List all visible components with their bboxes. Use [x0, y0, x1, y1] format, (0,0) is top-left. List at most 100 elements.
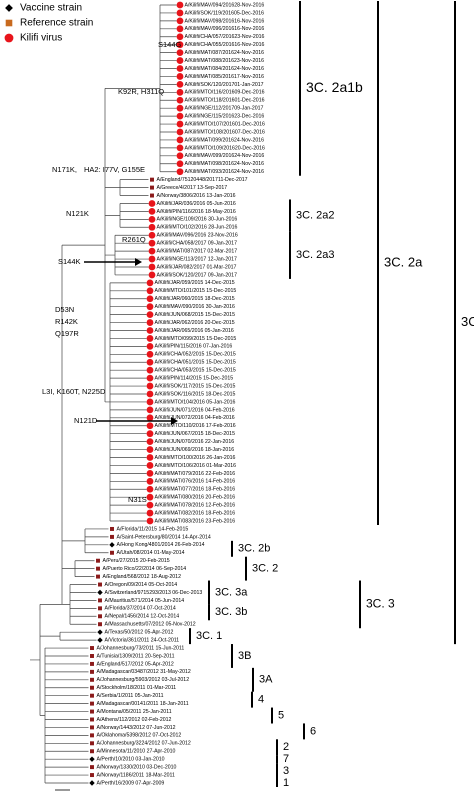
leaf-label: A/Norway/1443/2012 07-Jun-2012 — [97, 725, 176, 731]
leaf-label: A/Kilifi/JUN/069/2016 18-Jan-2016 — [155, 447, 235, 453]
leaf-label: A/Kilifi/NGE/113/2017 12-Jan-2017 — [157, 256, 237, 262]
reference-marker — [90, 669, 94, 674]
kilifi-marker — [146, 382, 154, 390]
kilifi-marker — [146, 422, 154, 430]
reference-marker — [150, 177, 154, 182]
reference-marker — [90, 661, 94, 666]
reference-marker — [90, 693, 94, 698]
kilifi-marker — [176, 9, 184, 17]
clade-label: 3C. 2a2 — [296, 209, 335, 221]
legend-label: Kilifi virus — [20, 33, 62, 44]
arrow-head — [135, 258, 142, 266]
leaf-label: A/Kilifi/SOK/120/2017 09-Jan-2017 — [157, 272, 238, 278]
clade-label: 3C. 2a1b — [306, 79, 363, 95]
kilifi-marker — [176, 112, 184, 120]
reference-marker — [90, 765, 94, 770]
leaf-label: A/Athens/112/2012 02-Feb-2012 — [97, 717, 172, 723]
clade-label: 6 — [310, 725, 316, 737]
leaf-label: A/Perth/16/2009 07-Apr-2009 — [97, 780, 165, 786]
leaf-label: A/Texas/50/2012 05-Apr-2012 — [105, 630, 174, 636]
leaf-label: A/Johannesburg/5903/2012 03-Jul-2012 — [97, 677, 190, 683]
reference-marker — [98, 582, 102, 587]
mutation-label: N31S — [128, 495, 147, 504]
reference-marker — [5, 19, 13, 27]
kilifi-marker — [146, 335, 154, 342]
kilifi-marker — [146, 438, 154, 446]
leaf-label: A/Kilifi/MTO/118/201601-Dec-2016 — [185, 98, 265, 104]
kilifi-marker — [176, 144, 184, 152]
leaf-label: A/Kilifi/SOK/117/2015 15-Dec-2015 — [155, 383, 236, 389]
kilifi-marker — [176, 25, 184, 33]
kilifi-marker — [148, 247, 156, 255]
leaf-label: A/Kilifi/NGE/115/201623-Dec-2016 — [185, 114, 265, 120]
clade-label: 3C. 2a3 — [296, 249, 335, 261]
leaf-label: A/Kilifi/MAV/094/201628-Nov-2016 — [185, 2, 265, 8]
clade-label: 7 — [283, 753, 289, 765]
kilifi-marker — [176, 136, 184, 144]
kilifi-marker — [176, 73, 184, 80]
kilifi-marker — [176, 65, 184, 72]
leaf-label: A/Norway/1330/2010 03-Dec-2010 — [97, 764, 177, 770]
kilifi-marker — [176, 160, 184, 168]
clade-label: 3C — [461, 314, 474, 329]
kilifi-marker — [146, 509, 154, 517]
leaf-label: A/Kilifi/JUN/070/2016 22-Jan-2016 — [155, 439, 235, 445]
leaf-label: A/Kilifi/MAV/090/2016 30-Jan-2016 — [155, 304, 235, 310]
leaf-label: A/England/517/2012 05-Apr-2012 — [97, 661, 174, 667]
reference-marker — [110, 550, 114, 555]
reference-marker — [90, 773, 94, 778]
mutation-label: N171K, — [52, 165, 77, 174]
leaf-label: A/Kilifi/PIN/116/2016 18-May-2016 — [157, 209, 236, 215]
leaf-label: A/Mauritius/571/2014 05-Jun-2014 — [105, 598, 185, 604]
leaf-label: A/Kilifi/MAT/088/201623-Nov-2016 — [185, 58, 265, 64]
kilifi-marker — [146, 430, 154, 438]
leaf-label: A/Kilifi/MAT/098/201624-Nov-2016 — [185, 161, 265, 167]
kilifi-marker — [146, 319, 154, 326]
leaf-label: A/Kilifi/MAV/099/201624-Nov-2016 — [185, 153, 265, 159]
kilifi-marker — [146, 350, 154, 358]
clade-label: 1 — [283, 777, 289, 789]
kilifi-marker — [176, 104, 184, 112]
mutation-label: N121K — [66, 209, 89, 218]
kilifi-marker — [146, 342, 154, 350]
leaf-label: A/Hong Kong/4801/2014 26-Feb-2014 — [117, 542, 205, 548]
leaf-label: A/Stockholm/18/2011 01-Mar-2011 — [97, 685, 177, 691]
leaf-label: A/Kilifi/SOK/119/201605-Dec-2016 — [185, 10, 265, 16]
kilifi-marker — [148, 255, 156, 263]
leaf-label: A/Kilifi/SOK/116/2015 18-Dec-2015 — [155, 391, 236, 397]
clade-label: 2 — [283, 741, 289, 753]
kilifi-marker — [148, 223, 156, 231]
kilifi-marker — [176, 88, 184, 96]
kilifi-marker — [146, 374, 154, 382]
leaf-label: A/Saint-Petersburg/80/2014 14-Apr-2014 — [117, 534, 211, 540]
reference-marker — [90, 677, 94, 682]
kilifi-marker — [146, 398, 154, 406]
leaf-label: A/Norway/3806/2016 13-Jan-2016 — [157, 193, 236, 199]
kilifi-marker — [146, 462, 154, 469]
leaf-label: A/Florida/11/2015 14-Feb-2015 — [117, 526, 189, 532]
reference-marker — [90, 749, 94, 754]
kilifi-marker — [148, 208, 156, 215]
reference-marker — [90, 701, 94, 706]
vaccine-marker — [5, 4, 13, 12]
leaf-label: A/Kilifi/JAR/036/2016 05-Jun-2016 — [157, 201, 236, 207]
leaf-label: A/Kilifi/CHA/058/2017 09-Jan-2017 — [157, 241, 238, 247]
leaf-label: A/Kilifi/JUN/072/2016 04-Feb-2016 — [155, 415, 235, 421]
mutation-label: R142K — [55, 317, 78, 326]
clade-label: 3C. 2a — [384, 254, 423, 269]
leaf-label: A/Kilifi/JUN/071/2016 04-Feb-2016 — [155, 407, 235, 413]
reference-marker — [96, 566, 100, 571]
tree-branches — [30, 4, 177, 784]
mutation-label: L3I, K160T, N225D — [42, 387, 106, 396]
kilifi-marker — [176, 168, 184, 176]
kilifi-marker — [146, 287, 154, 295]
kilifi-marker — [146, 295, 154, 303]
leaf-label: A/Kilifi/MAT/082/2016 18-Feb-2016 — [155, 510, 236, 516]
leaf-label: A/Minnesota/11/2010 27-Apr-2010 — [97, 749, 176, 755]
leaf-label: A/Kilifi/MAT/087/2017 02-Mar-2017 — [157, 248, 238, 254]
leaf-label: A/Greece/4/2017 13-Sep-2017 — [157, 185, 228, 191]
leaf-label: A/Kilifi/MTO/106/2016 01-Mar-2016 — [155, 463, 237, 469]
leaf-label: A/Kilifi/JAR/082/2017 01-Mar-2017 — [157, 264, 237, 270]
clade-label: 3C. 2 — [252, 563, 278, 575]
